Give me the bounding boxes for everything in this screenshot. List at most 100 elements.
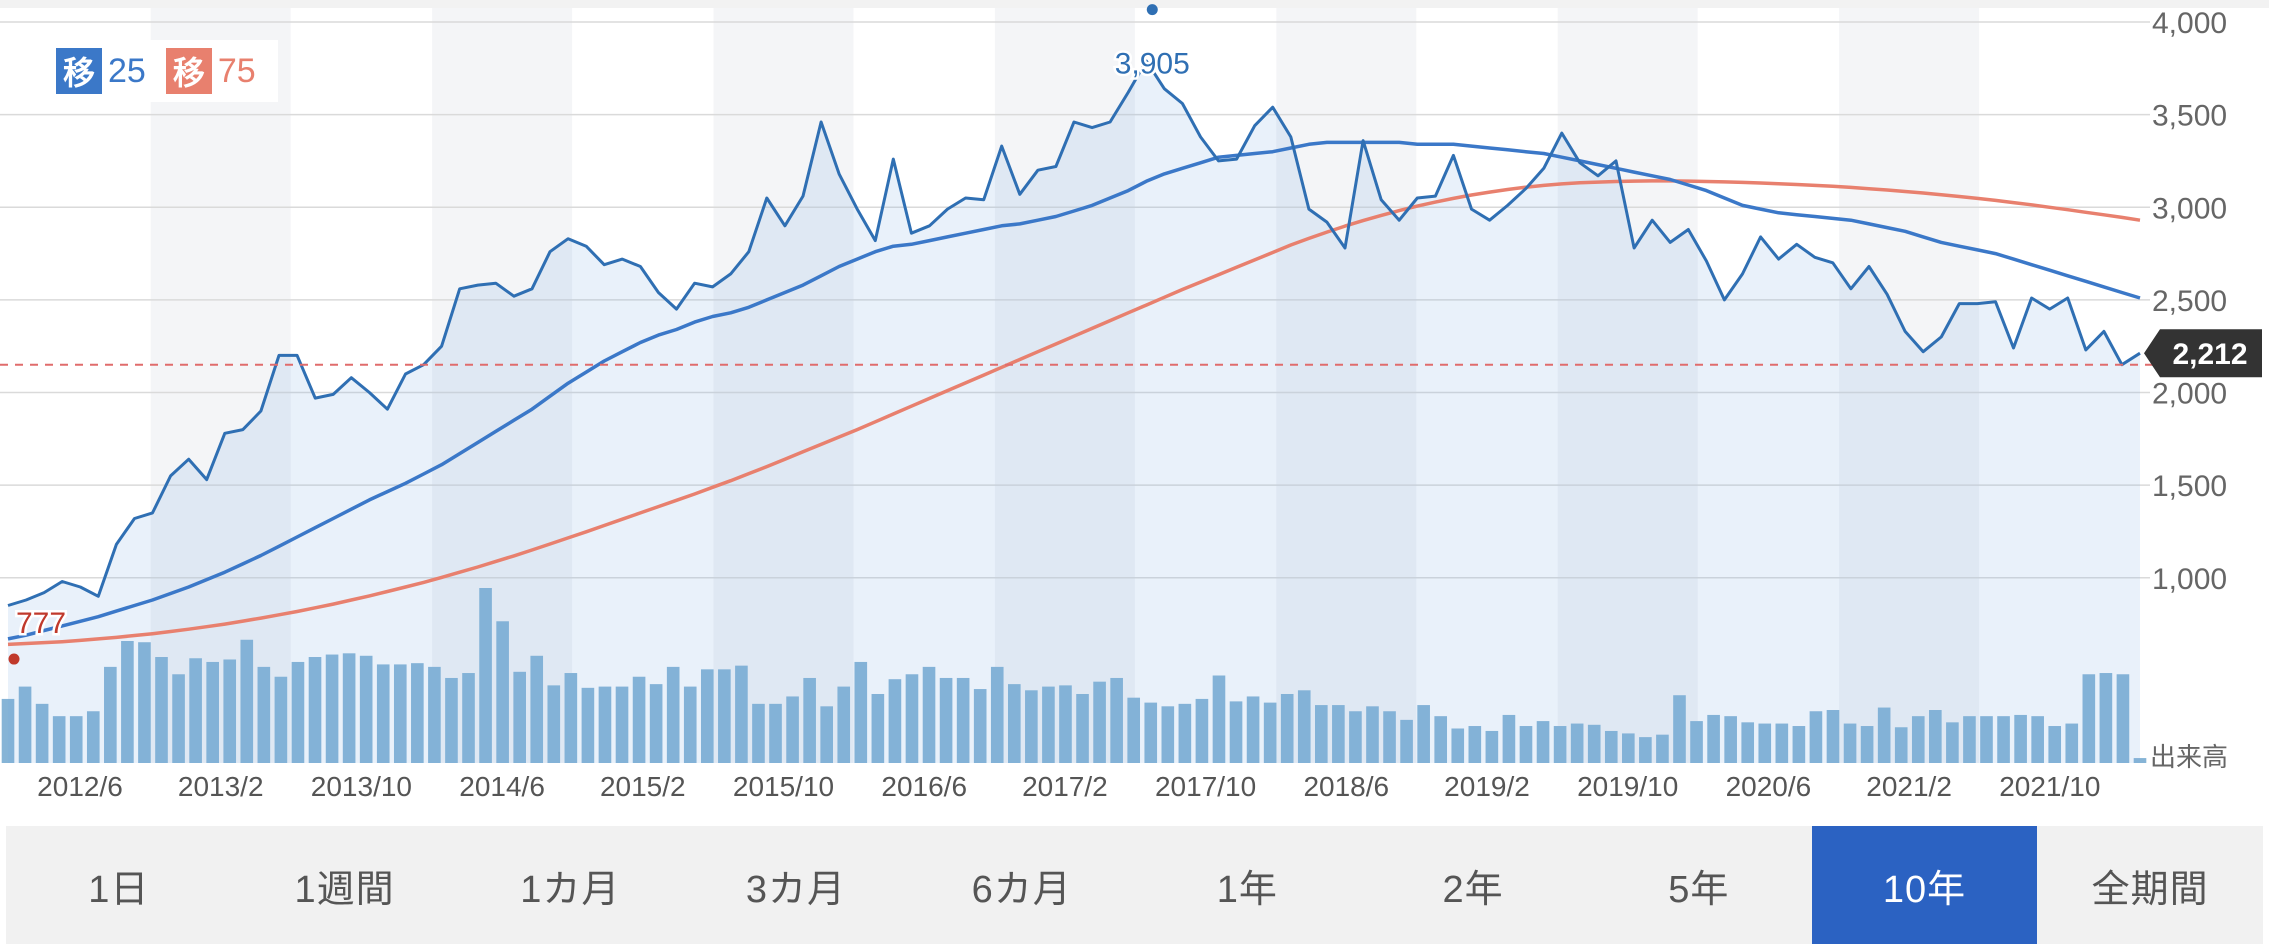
volume-bar	[649, 684, 663, 763]
volume-bar	[632, 676, 646, 763]
volume-bar	[172, 674, 185, 763]
volume-bar	[1502, 714, 1516, 763]
volume-bar	[359, 655, 373, 763]
volume-bar	[1604, 730, 1618, 763]
volume-bar	[1485, 730, 1499, 763]
volume-bar	[1349, 711, 1362, 763]
volume-bar	[990, 666, 1004, 763]
volume-bar	[1451, 728, 1465, 763]
volume-bar	[1809, 711, 1823, 763]
volume-bar	[1007, 684, 1021, 763]
volume-bar	[769, 703, 782, 763]
volume-bar	[428, 666, 441, 763]
volume-bar	[1144, 702, 1158, 763]
volume-bar	[52, 716, 66, 763]
tab-2-years[interactable]: 2年	[1442, 868, 1504, 911]
x-tick-label: 2019/2	[1444, 771, 1530, 802]
current-price-badge	[2144, 329, 2262, 378]
volume-bar	[411, 663, 424, 763]
period-band	[1276, 8, 1417, 763]
y-tick-label: 4,000	[2152, 7, 2227, 40]
x-tick-label: 2019/10	[1577, 771, 1678, 802]
volume-bar	[598, 686, 612, 763]
tab-1-year[interactable]: 1年	[1216, 868, 1278, 911]
volume-bar	[854, 661, 868, 763]
volume-bar	[1792, 726, 1806, 763]
legend-ma75-value: 75	[217, 51, 256, 90]
volume-bar	[189, 658, 202, 763]
period-band	[150, 8, 291, 763]
volume-bar	[1059, 685, 1072, 763]
period-band	[713, 8, 854, 763]
tab-5-years[interactable]: 5年	[1668, 868, 1730, 911]
tab-3-months[interactable]: 3カ月	[745, 868, 847, 911]
tab-6-months[interactable]: 6カ月	[971, 868, 1072, 911]
volume-bar	[18, 686, 32, 763]
tab-10-years[interactable]: 10年	[1811, 826, 2038, 944]
x-tick-label: 2012/6	[37, 771, 123, 802]
volume-bar	[1042, 686, 1055, 763]
volume-bar	[1877, 707, 1891, 763]
legend-ma75-badge: 移	[165, 48, 212, 94]
volume-bar	[1280, 693, 1294, 763]
volume-bar	[1826, 710, 1840, 763]
volume-bar	[888, 679, 902, 763]
period-tabs: 1日 1週間 1カ月 3カ月 6カ月 1年 2年 5年 10年 全期間	[6, 826, 2263, 944]
x-tick-label: 2017/2	[1022, 771, 1108, 802]
volume-bar	[1519, 726, 1533, 763]
volume-bar	[308, 657, 322, 763]
volume-bar	[1195, 698, 1209, 763]
volume-bar	[1946, 722, 1959, 763]
volume-bar	[735, 665, 748, 763]
volume-bar	[922, 666, 936, 763]
volume-bar	[69, 716, 83, 763]
volume-bar	[1997, 716, 2010, 763]
volume-bar	[1434, 716, 1448, 763]
volume-bar	[104, 666, 117, 763]
volume-bar	[1468, 726, 1482, 763]
volume-bar	[547, 685, 561, 763]
y-tick-label: 3,500	[2152, 100, 2227, 133]
period-band	[994, 8, 1135, 763]
y-tick-label: 1,500	[2152, 470, 2227, 503]
volume-bar	[1775, 723, 1789, 763]
x-tick-label: 2021/10	[1999, 771, 2100, 802]
volume-bar	[700, 669, 714, 763]
volume-bar	[615, 686, 629, 763]
volume-bar	[2014, 714, 2027, 763]
x-tick-label: 2015/10	[733, 771, 834, 802]
volume-bar	[2048, 726, 2062, 763]
volume-bar	[1297, 690, 1311, 763]
volume-bar	[206, 661, 219, 763]
volume-bar	[1315, 705, 1328, 763]
volume-bar	[1622, 733, 1635, 763]
legend-ma25-value: 25	[108, 51, 146, 90]
volume-bar	[973, 689, 987, 763]
volume-bar	[1690, 721, 1703, 763]
volume-bar	[240, 639, 254, 763]
volume-bar	[2065, 723, 2079, 763]
volume-bar	[1383, 711, 1396, 763]
tab-1-month[interactable]: 1カ月	[520, 868, 621, 911]
volume-bar	[939, 677, 953, 763]
volume-bar	[1127, 697, 1141, 763]
stock-chart[interactable]: 4,000 3,500 3,000 2,500 2,000 1,500 1,000 出来高 2,…	[0, 0, 2269, 820]
volume-bar	[2133, 758, 2147, 763]
period-band	[1557, 8, 1698, 763]
volume-bar	[718, 669, 731, 763]
volume-bar	[1332, 705, 1345, 763]
ma25-line	[7, 140, 2141, 641]
tab-all-time[interactable]: 全期間	[2091, 868, 2209, 911]
volume-bar	[155, 657, 168, 763]
volume-bar	[342, 653, 356, 763]
x-tick-label: 2018/6	[1303, 771, 1389, 802]
volume-bar	[1673, 695, 1686, 763]
volume-bar	[1400, 719, 1413, 763]
top-strip	[0, 0, 2269, 8]
tab-1-week[interactable]: 1週間	[294, 868, 395, 911]
y-tick-label: 1,000	[2152, 563, 2227, 596]
x-tick-label: 2013/10	[311, 771, 412, 802]
tab-1-day[interactable]: 1日	[88, 868, 150, 911]
volume-bar	[1093, 681, 1106, 763]
volume-bar	[1161, 706, 1175, 763]
